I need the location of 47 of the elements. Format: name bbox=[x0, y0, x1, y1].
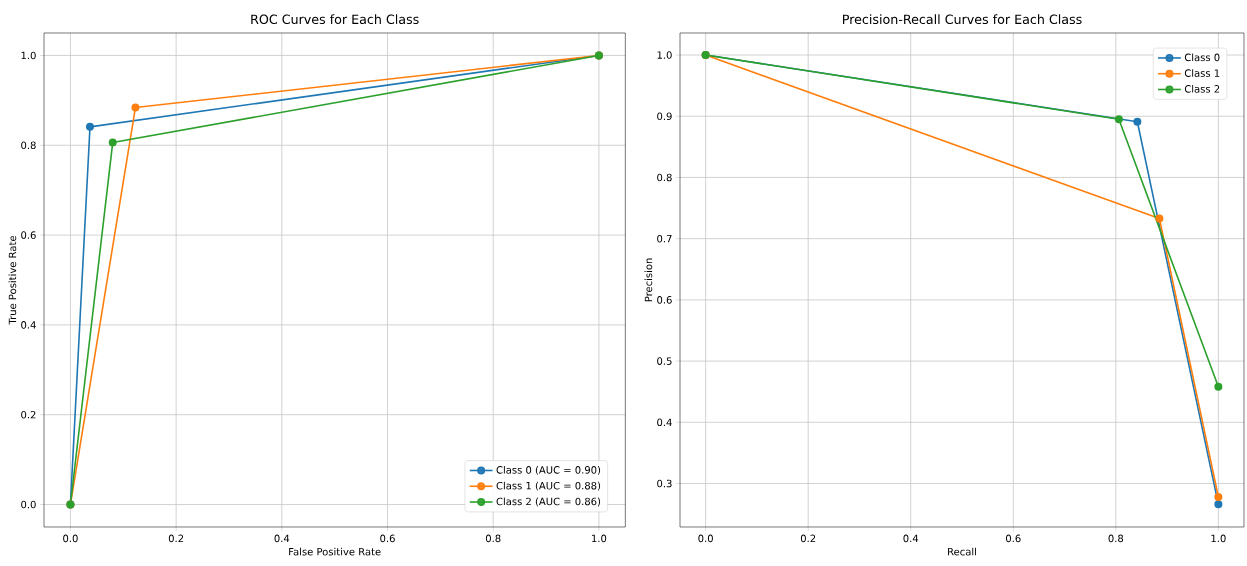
y-tick-label: 0.3 bbox=[657, 479, 672, 488]
point bbox=[1133, 117, 1142, 126]
point bbox=[1214, 500, 1223, 509]
x-tick-label: 0.8 bbox=[1108, 534, 1124, 543]
x-axis-title: False Positive Rate bbox=[289, 547, 381, 556]
x-tick-label: 0.0 bbox=[698, 534, 713, 543]
x-tick-label: 0.6 bbox=[380, 534, 395, 543]
x-tick-label: 1.0 bbox=[592, 534, 607, 543]
x-tick-label: 1.0 bbox=[1211, 534, 1226, 543]
point bbox=[108, 138, 117, 147]
y-tick-label: 0.8 bbox=[21, 141, 36, 150]
point bbox=[1214, 492, 1223, 501]
x-tick-label: 0.6 bbox=[1005, 534, 1021, 543]
point bbox=[85, 122, 94, 131]
legend-label: Class 0 (AUC = 0.90) bbox=[496, 465, 601, 475]
y-tick-label: 0.2 bbox=[21, 410, 36, 419]
chart-title: Precision-Recall Curves for Each Class bbox=[843, 14, 1082, 25]
x-axis-title: Recall bbox=[948, 547, 976, 556]
y-tick-label: 0.6 bbox=[21, 231, 36, 239]
point bbox=[1155, 214, 1164, 223]
x-tick-label: 0.2 bbox=[800, 534, 816, 543]
y-tick-label: 0.8 bbox=[657, 173, 672, 182]
x-tick-label: 0.4 bbox=[903, 534, 919, 543]
point bbox=[1114, 115, 1123, 124]
x-tick-label: 0.0 bbox=[63, 534, 78, 543]
y-tick-label: 0.4 bbox=[21, 321, 36, 329]
x-tick-label: 0.8 bbox=[485, 534, 501, 543]
point bbox=[131, 103, 140, 112]
point bbox=[1214, 382, 1223, 391]
legend-label: Class 2 (AUC = 0.86) bbox=[496, 497, 601, 507]
legend-label: Class 1 (AUC = 0.88) bbox=[496, 481, 601, 491]
y-tick-label: 0.0 bbox=[21, 500, 36, 509]
y-tick-label: 1.0 bbox=[657, 51, 672, 59]
y-tick-label: 1.0 bbox=[21, 51, 36, 60]
y-axis-title: Precision bbox=[644, 258, 653, 302]
y-tick-label: 0.9 bbox=[657, 112, 672, 121]
legend-label: Class 1 bbox=[1184, 69, 1220, 77]
y-tick-label: 0.4 bbox=[657, 418, 672, 427]
legend-label: Class 0 bbox=[1184, 53, 1220, 62]
x-tick-label: 0.4 bbox=[274, 534, 290, 543]
legend-label: Class 2 bbox=[1184, 84, 1220, 93]
y-tick-label: 0.7 bbox=[657, 234, 672, 243]
y-tick-label: 0.6 bbox=[657, 296, 672, 304]
y-tick-label: 0.5 bbox=[657, 357, 672, 365]
chart-title: ROC Curves for Each Class bbox=[251, 14, 419, 25]
x-tick-label: 0.2 bbox=[168, 534, 184, 543]
y-axis-title: True Positive Rate bbox=[8, 235, 17, 325]
